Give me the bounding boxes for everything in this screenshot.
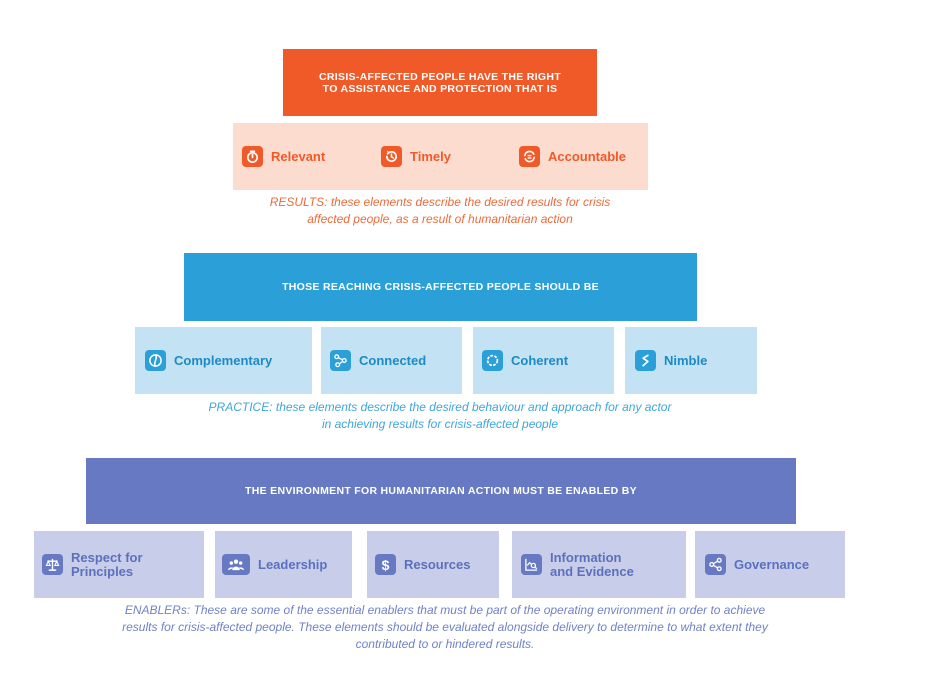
card-complementary: Complementary <box>135 327 312 394</box>
card-label: Accountable <box>548 148 627 164</box>
dollar-icon: $ <box>375 554 396 575</box>
enablers-banner: THE ENVIRONMENT FOR HUMANITARIAN ACTION … <box>86 458 796 524</box>
card-label: Nimble <box>664 352 708 368</box>
clock-refresh-icon <box>381 146 402 167</box>
card-leadership: Leadership <box>215 531 352 598</box>
card-resources: $ Resources <box>367 531 499 598</box>
interlock-circle-icon <box>145 350 166 371</box>
card-relevant: Relevant <box>233 123 372 190</box>
ring-icon <box>482 350 503 371</box>
practice-banner: THOSE REACHING CRISIS-AFFECTED PEOPLE SH… <box>184 253 697 321</box>
card-governance: Governance <box>695 531 845 598</box>
card-label: Relevant <box>271 148 326 164</box>
cycle-arrows-icon <box>519 146 540 167</box>
practice-banner-text: THOSE REACHING CRISIS-AFFECTED PEOPLE SH… <box>282 281 599 293</box>
enablers-banner-text: THE ENVIRONMENT FOR HUMANITARIAN ACTION … <box>245 485 637 497</box>
card-label: Leadership <box>258 556 328 572</box>
chart-magnifier-icon <box>521 554 542 575</box>
card-nimble: Nimble <box>625 327 757 394</box>
share-nodes-icon <box>705 554 726 575</box>
card-label: Governance <box>734 556 810 572</box>
card-label: Resources <box>404 556 471 572</box>
practice-caption: PRACTICE: these elements describe the de… <box>208 400 672 431</box>
card-connected: Connected <box>321 327 462 394</box>
card-label: Information and Evidence <box>550 549 634 579</box>
network-nodes-icon <box>330 350 351 371</box>
card-label: Timely <box>410 148 451 164</box>
results-banner-text: CRISIS-AFFECTED PEOPLE HAVE THE RIGHT TO… <box>319 70 561 95</box>
card-respect-for-principles: Respect for Principles <box>34 531 204 598</box>
card-information-and-evidence: Information and Evidence <box>512 531 686 598</box>
card-label: Complementary <box>174 352 273 368</box>
card-label: Connected <box>359 352 427 368</box>
stopwatch-icon <box>242 146 263 167</box>
card-coherent: Coherent <box>473 327 614 394</box>
card-accountable: Accountable <box>510 123 648 190</box>
results-caption: RESULTS: these elements describe the des… <box>269 195 611 226</box>
card-label: Respect for Principles <box>71 549 143 579</box>
scales-icon <box>42 554 63 575</box>
enablers-caption: ENABLERs: These are some of the essentia… <box>122 603 768 651</box>
card-label: Coherent <box>511 352 569 368</box>
zigzag-icon <box>635 350 656 371</box>
card-timely: Timely <box>372 123 510 190</box>
group-icon <box>222 554 250 575</box>
results-banner: CRISIS-AFFECTED PEOPLE HAVE THE RIGHT TO… <box>283 49 597 116</box>
